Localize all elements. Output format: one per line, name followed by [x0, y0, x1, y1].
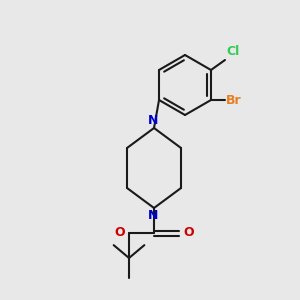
Text: O: O	[183, 226, 194, 239]
Text: N: N	[148, 114, 158, 127]
Text: Br: Br	[226, 94, 242, 106]
Text: O: O	[114, 226, 125, 239]
Text: N: N	[148, 209, 158, 222]
Text: Cl: Cl	[226, 45, 239, 58]
